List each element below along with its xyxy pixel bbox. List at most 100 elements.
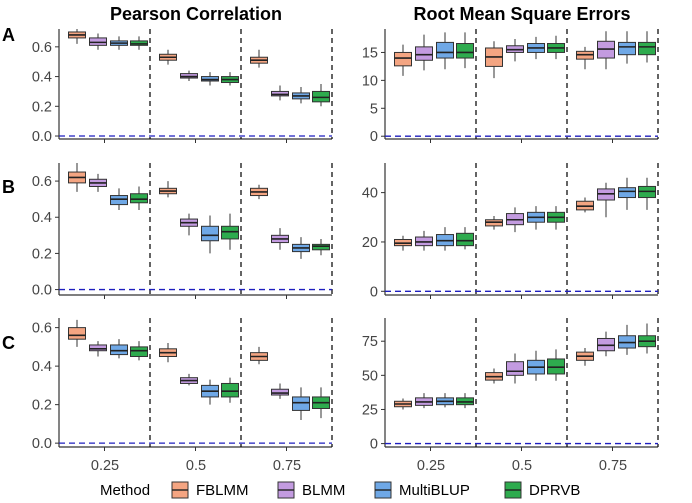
- panel-b-rmse: 0 20 40: [362, 163, 659, 300]
- box-fblmm: [68, 29, 86, 44]
- box-body: [618, 187, 636, 199]
- box-dprvb: [130, 341, 148, 361]
- box-multiblup: [527, 350, 545, 381]
- box-dprvb: [130, 36, 148, 50]
- box-fblmm: [250, 49, 268, 68]
- y-tick-label: 0.2: [32, 99, 52, 115]
- box-multiblup: [618, 31, 636, 64]
- y-tick-label: 0.0: [32, 283, 52, 299]
- box-multiblup: [292, 237, 310, 259]
- box-fblmm: [576, 197, 594, 213]
- box-body: [394, 51, 412, 67]
- box-dprvb: [221, 72, 239, 86]
- panel-a-rmse: 0 5 10 15: [362, 29, 659, 145]
- y-tick-label: 20: [362, 235, 378, 251]
- box-multiblup: [436, 393, 454, 408]
- y-tick-label: 0.2: [32, 246, 52, 262]
- box-body: [415, 46, 433, 61]
- box-dprvb: [547, 349, 565, 381]
- box-body: [89, 344, 107, 352]
- y-tick-label: 0.6: [32, 321, 52, 337]
- box-body: [130, 193, 148, 204]
- box-fblmm: [394, 235, 412, 251]
- box-blmm: [271, 85, 289, 101]
- legend-label-fblmm: FBLMM: [196, 482, 249, 499]
- box-fblmm: [485, 368, 503, 384]
- box-multiblup: [527, 36, 545, 60]
- box-fblmm: [159, 181, 177, 198]
- box-blmm: [180, 213, 198, 236]
- y-tick-label: 0.0: [32, 129, 52, 145]
- row-label-a: A: [2, 25, 15, 45]
- box-blmm: [597, 331, 615, 357]
- box-dprvb: [312, 387, 330, 419]
- x-tick-label: 0.5: [512, 458, 532, 474]
- x-tick-label: 0.75: [273, 458, 301, 474]
- box-dprvb: [638, 31, 656, 63]
- box-multiblup: [527, 206, 545, 230]
- box-fblmm: [68, 319, 86, 347]
- box-multiblup: [201, 215, 219, 254]
- box-fblmm: [576, 348, 594, 366]
- box-fblmm: [68, 163, 86, 192]
- box-dprvb: [456, 393, 474, 409]
- box-blmm: [415, 230, 433, 251]
- box-dprvb: [547, 206, 565, 230]
- box-blmm: [89, 33, 107, 50]
- y-tick-label: 15: [362, 45, 378, 61]
- box-body: [221, 382, 239, 398]
- box-body: [618, 41, 636, 56]
- panel-c-rmse: 0 25 50 75: [362, 318, 659, 453]
- y-tick-label: 5: [370, 101, 378, 117]
- panel-b-pearson: 0.0 0.2 0.4 0.6: [32, 163, 333, 299]
- y-tick-label: 25: [362, 402, 378, 418]
- box-fblmm: [394, 398, 412, 410]
- box-body: [292, 396, 310, 411]
- y-tick-label: 0.0: [32, 436, 52, 452]
- box-blmm: [180, 373, 198, 386]
- box-multiblup: [201, 379, 219, 405]
- legend-label-blmm: BLMM: [302, 482, 345, 499]
- box-body: [312, 243, 330, 251]
- box-dprvb: [130, 186, 148, 211]
- box-blmm: [89, 341, 107, 357]
- box-blmm: [506, 353, 524, 384]
- box-multiblup: [618, 324, 636, 355]
- box-blmm: [506, 39, 524, 62]
- y-tick-label: 0.4: [32, 210, 52, 226]
- legend-key-dprvb: [504, 481, 522, 499]
- legend-label-dprvb: DPRVB: [529, 482, 580, 499]
- box-blmm: [271, 383, 289, 399]
- box-fblmm: [250, 184, 268, 200]
- box-dprvb: [456, 32, 474, 69]
- panel-a-pearson: 0.0 0.2 0.4 0.6: [32, 29, 333, 145]
- box-body: [110, 344, 128, 356]
- box-multiblup: [436, 227, 454, 251]
- x-tick-label: 0.75: [599, 458, 627, 474]
- y-tick-label: 0.4: [32, 359, 52, 375]
- y-tick-label: 50: [362, 368, 378, 384]
- panel-grid: 0.00.20.40.60510150.00.20.40.6020400.00.…: [32, 29, 659, 453]
- box-fblmm: [159, 343, 177, 363]
- y-tick-label: 0.6: [32, 40, 52, 56]
- row-label-c: C: [2, 333, 15, 353]
- box-multiblup: [292, 387, 310, 421]
- box-multiblup: [436, 32, 454, 70]
- legend: Method FBLMM BLMM MultiBLUP DPRVB: [100, 481, 580, 499]
- box-blmm: [415, 393, 433, 409]
- box-body: [271, 388, 289, 396]
- box-blmm: [180, 70, 198, 82]
- box-multiblup: [110, 36, 128, 50]
- box-body: [110, 195, 128, 206]
- box-fblmm: [576, 46, 594, 70]
- x-tick-label: 0.25: [417, 458, 445, 474]
- y-tick-label: 0.2: [32, 398, 52, 414]
- box-multiblup: [110, 188, 128, 211]
- box-dprvb: [312, 238, 330, 256]
- box-fblmm: [159, 49, 177, 65]
- column-title-pearson: Pearson Correlation: [110, 4, 282, 24]
- legend-title: Method: [100, 482, 150, 499]
- box-dprvb: [547, 35, 565, 60]
- column-title-rmse: Root Mean Square Errors: [413, 4, 630, 24]
- y-tick-label: 0: [370, 129, 378, 145]
